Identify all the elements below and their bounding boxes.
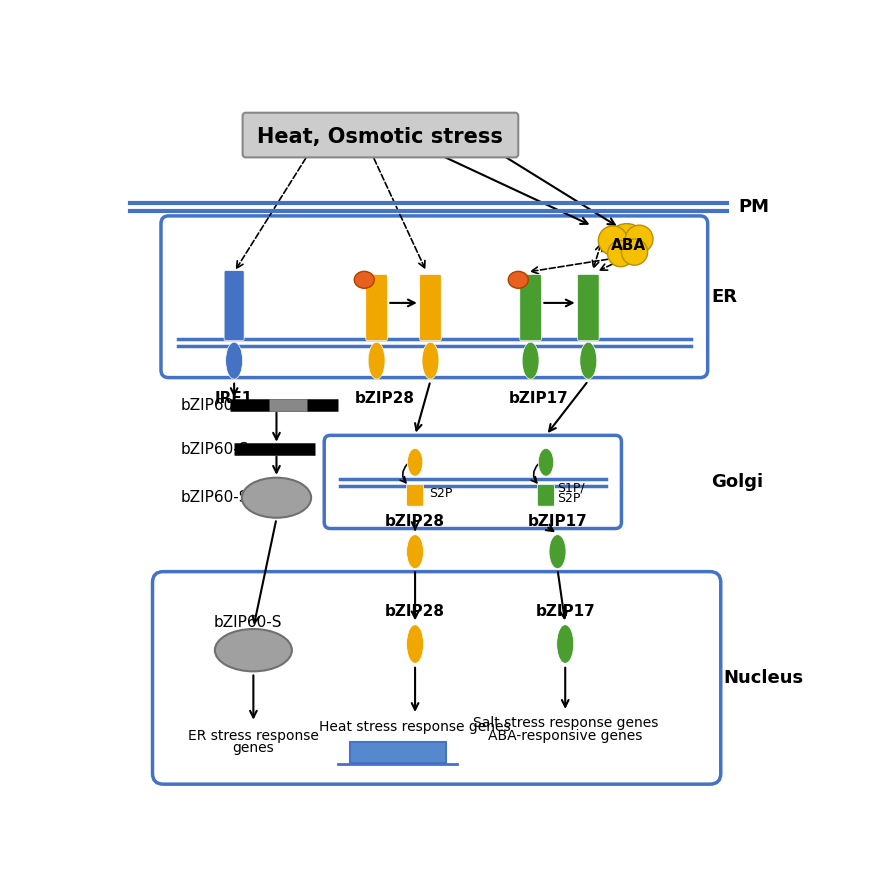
Ellipse shape — [407, 448, 422, 476]
Ellipse shape — [368, 342, 385, 379]
Text: S2P: S2P — [428, 487, 452, 500]
Text: bZIP28: bZIP28 — [354, 392, 414, 407]
FancyBboxPatch shape — [365, 274, 387, 341]
Ellipse shape — [548, 535, 566, 568]
Text: bZIP17: bZIP17 — [534, 604, 594, 619]
Ellipse shape — [507, 272, 527, 289]
FancyBboxPatch shape — [419, 274, 441, 341]
Text: ER stress response: ER stress response — [188, 729, 318, 742]
FancyBboxPatch shape — [224, 271, 244, 341]
FancyBboxPatch shape — [349, 741, 446, 764]
Ellipse shape — [406, 625, 423, 663]
Circle shape — [598, 226, 627, 255]
Text: S2P: S2P — [556, 492, 580, 505]
Circle shape — [607, 241, 633, 266]
FancyBboxPatch shape — [537, 485, 554, 506]
Text: S1P/: S1P/ — [556, 482, 584, 495]
Text: genes: genes — [232, 741, 274, 755]
Text: bZIP28: bZIP28 — [385, 513, 445, 528]
Text: bZIP60-S: bZIP60-S — [213, 615, 282, 630]
Text: bZIP60-S: bZIP60-S — [180, 441, 249, 456]
Text: ER: ER — [711, 288, 737, 305]
FancyBboxPatch shape — [324, 435, 620, 528]
Ellipse shape — [579, 342, 596, 379]
FancyBboxPatch shape — [519, 274, 541, 341]
FancyBboxPatch shape — [161, 216, 706, 377]
Ellipse shape — [556, 625, 573, 663]
Circle shape — [606, 224, 647, 264]
Ellipse shape — [242, 478, 311, 518]
Text: IRE1: IRE1 — [215, 392, 253, 407]
Circle shape — [625, 226, 653, 253]
Text: Heat, Osmotic stress: Heat, Osmotic stress — [257, 127, 503, 147]
Text: ABA: ABA — [610, 238, 645, 253]
FancyBboxPatch shape — [406, 485, 423, 506]
Text: bZIP60-S: bZIP60-S — [180, 490, 249, 505]
Ellipse shape — [225, 342, 242, 379]
FancyBboxPatch shape — [152, 572, 720, 784]
Text: bZIP17: bZIP17 — [507, 392, 567, 407]
Text: Golgi: Golgi — [711, 472, 763, 490]
Text: bZIP17: bZIP17 — [527, 513, 587, 528]
Text: bZIP28: bZIP28 — [385, 604, 445, 619]
FancyBboxPatch shape — [577, 274, 599, 341]
Text: Nucleus: Nucleus — [722, 669, 802, 687]
FancyBboxPatch shape — [242, 113, 518, 157]
Ellipse shape — [538, 448, 553, 476]
Text: Salt stress response genes: Salt stress response genes — [472, 717, 657, 731]
Circle shape — [620, 239, 647, 266]
Text: Heat stress response genes: Heat stress response genes — [319, 720, 510, 734]
Text: PM: PM — [738, 198, 768, 216]
Text: bZIP60: bZIP60 — [180, 398, 233, 413]
Ellipse shape — [215, 629, 291, 671]
Text: ABA-responsive genes: ABA-responsive genes — [488, 729, 641, 742]
Ellipse shape — [521, 342, 539, 379]
Ellipse shape — [421, 342, 439, 379]
Ellipse shape — [354, 272, 374, 289]
Ellipse shape — [406, 535, 423, 568]
